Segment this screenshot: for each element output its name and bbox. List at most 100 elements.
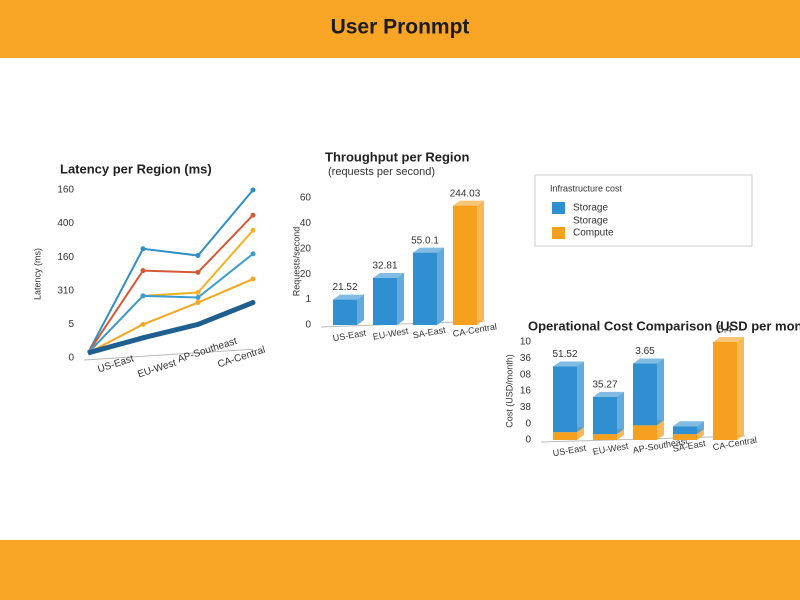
y-tick-label: 20 xyxy=(300,243,312,254)
y-tick-label: 0 xyxy=(525,418,531,429)
point xyxy=(250,187,256,193)
data-label: 51.52 xyxy=(552,349,577,360)
point xyxy=(195,295,201,301)
bar-top xyxy=(713,337,744,342)
bar-side xyxy=(697,429,704,440)
data-label: 55.0.1 xyxy=(411,235,439,246)
bar-segment xyxy=(593,396,617,435)
y-tick-label: 0 xyxy=(305,320,311,331)
point xyxy=(250,251,256,257)
y-axis-label: Cost (USD/month) xyxy=(504,354,514,428)
bar-side xyxy=(397,273,404,325)
bar-side xyxy=(617,391,624,435)
y-tick-label: 60 xyxy=(300,193,312,204)
legend-title: Infrastructure cost xyxy=(550,183,623,193)
bar-segment xyxy=(633,425,657,440)
point xyxy=(195,253,201,259)
point xyxy=(195,300,201,306)
point xyxy=(140,246,146,252)
bar-side xyxy=(697,421,704,435)
chart-title: Throughput per Region xyxy=(325,149,469,164)
point xyxy=(195,269,201,275)
bar-side xyxy=(577,427,584,440)
y-axis-label: Latency (ms) xyxy=(32,248,42,300)
data-label: 244.03 xyxy=(450,188,481,199)
header-title: User Pronmpt xyxy=(331,16,470,39)
data-label: 5.4 xyxy=(718,325,732,336)
chart-title: Operational Cost Comparison (USD per mon… xyxy=(528,318,800,333)
bar xyxy=(373,278,397,325)
data-label: 35.27 xyxy=(592,380,617,391)
line-series xyxy=(87,229,254,354)
legend-label: Compute xyxy=(573,228,614,239)
line-series xyxy=(87,189,254,354)
y-tick-label: 160 xyxy=(57,185,74,196)
y-tick-label: 36 xyxy=(520,353,532,364)
y-tick-label: 400 xyxy=(57,218,74,229)
point xyxy=(140,335,146,341)
y-tick-label: 20 xyxy=(300,269,312,280)
x-tick-label: SA-East xyxy=(412,325,447,341)
point xyxy=(140,321,146,327)
bar-segment xyxy=(673,434,697,440)
bar-side xyxy=(657,420,664,440)
y-tick-label: 310 xyxy=(57,285,74,296)
axis-line xyxy=(83,348,254,361)
bar-top xyxy=(453,200,484,206)
bar-side xyxy=(737,337,744,440)
x-tick-label: EU-West xyxy=(136,358,177,381)
y-axis-label: Requests/second xyxy=(291,227,301,297)
y-tick-label: 08 xyxy=(520,369,532,380)
y-tick-label: 160 xyxy=(57,252,74,263)
point xyxy=(140,293,146,299)
legend-note: Storage xyxy=(573,216,608,227)
bar-top xyxy=(673,421,704,427)
bar xyxy=(413,252,437,325)
bar-side xyxy=(437,247,444,325)
legend-box xyxy=(534,174,753,247)
bar-top xyxy=(553,361,584,367)
y-tick-label: 16 xyxy=(520,386,532,397)
bar-side xyxy=(617,429,624,440)
point xyxy=(195,321,201,327)
chart-title: Latency per Region (ms) xyxy=(60,161,212,176)
y-tick-label: 0 xyxy=(68,353,74,364)
bar-side xyxy=(357,294,364,325)
bar-top xyxy=(633,358,664,364)
bar-top xyxy=(333,294,364,300)
legend-swatch xyxy=(552,227,565,239)
line-series xyxy=(87,253,254,354)
footer-bar xyxy=(0,540,800,600)
bar-segment xyxy=(673,426,697,435)
bar-segment xyxy=(713,342,737,440)
data-label: 32.81 xyxy=(372,261,397,272)
header-bar xyxy=(0,0,800,58)
data-label: 21.52 xyxy=(332,282,357,293)
bar-side xyxy=(657,358,664,426)
bar-top xyxy=(373,273,404,279)
y-tick-label: 1 xyxy=(305,294,311,305)
point xyxy=(140,268,146,274)
x-tick-label: EU-West xyxy=(372,326,410,342)
bar-top xyxy=(593,391,624,397)
bar-top xyxy=(413,247,444,253)
chart-subtitle: (requests per second) xyxy=(328,166,435,178)
bar-side xyxy=(577,361,584,433)
bar-segment xyxy=(553,366,577,433)
line-series xyxy=(87,278,254,354)
y-tick-label: 0 xyxy=(525,435,531,446)
bar xyxy=(333,299,357,325)
point xyxy=(250,276,256,282)
y-tick-label: 38 xyxy=(520,402,532,413)
point xyxy=(250,227,256,233)
point xyxy=(250,212,256,218)
legend-label: Storage xyxy=(573,203,608,214)
bar-segment xyxy=(593,434,617,440)
bar-side xyxy=(477,200,484,325)
bar-segment xyxy=(553,432,577,440)
x-tick-label: US-East xyxy=(96,353,135,375)
y-tick-label: 40 xyxy=(300,218,312,229)
legend-swatch xyxy=(552,202,565,214)
y-tick-label: 10 xyxy=(520,337,532,348)
